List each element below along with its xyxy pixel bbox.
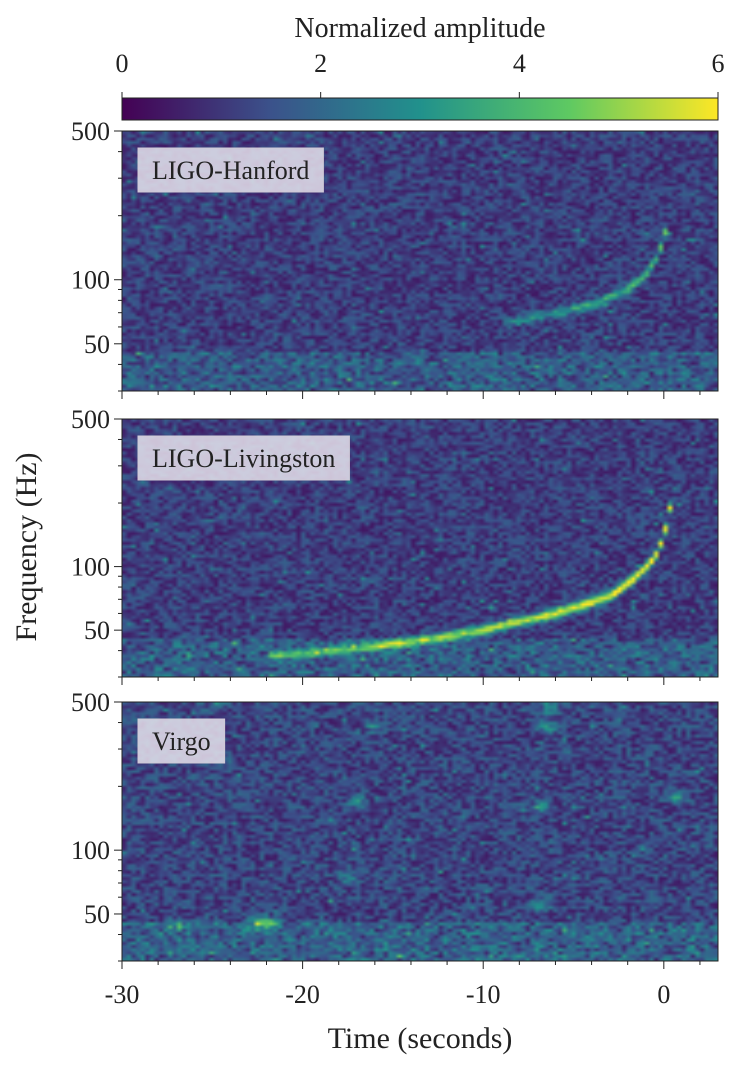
detector-label: Virgo bbox=[137, 718, 226, 764]
detector-label: LIGO-Hanford bbox=[137, 147, 324, 193]
detector-label-text: Virgo bbox=[152, 727, 211, 756]
x-tick-label: -20 bbox=[285, 980, 320, 1009]
colorbar-tick-label: 6 bbox=[712, 49, 725, 78]
y-tick-label: 100 bbox=[71, 266, 110, 295]
colorbar-tick-label: 2 bbox=[314, 49, 327, 78]
x-tick-label: -30 bbox=[105, 980, 140, 1009]
x-tick-label: -10 bbox=[466, 980, 501, 1009]
panel-frame bbox=[121, 130, 719, 392]
y-tick-label: 500 bbox=[71, 405, 110, 434]
colorbar-tick-label: 4 bbox=[513, 49, 526, 78]
y-tick-label: 50 bbox=[84, 330, 110, 359]
spectrogram-panel: 50 100 500 LIGO-Livingston bbox=[71, 405, 719, 685]
spectrogram-panel: 50 100 500 LIGO-Hanford bbox=[71, 117, 719, 399]
detector-label-box bbox=[137, 718, 226, 764]
spectrogram-panels: 50100500LIGO-Hanford50100500LIGO-Livings… bbox=[71, 117, 719, 1009]
y-tick-label: 500 bbox=[71, 688, 110, 717]
colorbar-label: Normalized amplitude bbox=[294, 13, 545, 44]
detector-label-text: LIGO-Livingston bbox=[152, 444, 335, 473]
x-axis-label: Time (seconds) bbox=[328, 1022, 513, 1055]
spectrogram-panel: 50 100 500 Virgo bbox=[71, 688, 719, 969]
x-tick-labels: -30 -20 -10 0 bbox=[105, 980, 671, 1009]
detector-label-box bbox=[137, 435, 350, 481]
x-tick-label: 0 bbox=[657, 980, 670, 1009]
detector-label: LIGO-Livingston bbox=[137, 435, 350, 481]
panel-frame bbox=[121, 701, 719, 962]
y-axis-label: Frequency (Hz) bbox=[10, 452, 43, 641]
y-tick-label: 500 bbox=[71, 117, 110, 146]
colorbar-ticks: 0 2 4 6 bbox=[116, 49, 725, 98]
y-tick-label: 100 bbox=[71, 553, 110, 582]
y-tick-label: 50 bbox=[84, 900, 110, 929]
y-tick-label: 50 bbox=[84, 616, 110, 645]
colorbar-tick-label: 0 bbox=[116, 49, 129, 78]
panel-frame bbox=[121, 418, 719, 678]
detector-label-box bbox=[137, 147, 324, 193]
y-tick-label: 100 bbox=[71, 836, 110, 865]
detector-label-text: LIGO-Hanford bbox=[152, 156, 309, 185]
colorbar bbox=[121, 97, 719, 121]
